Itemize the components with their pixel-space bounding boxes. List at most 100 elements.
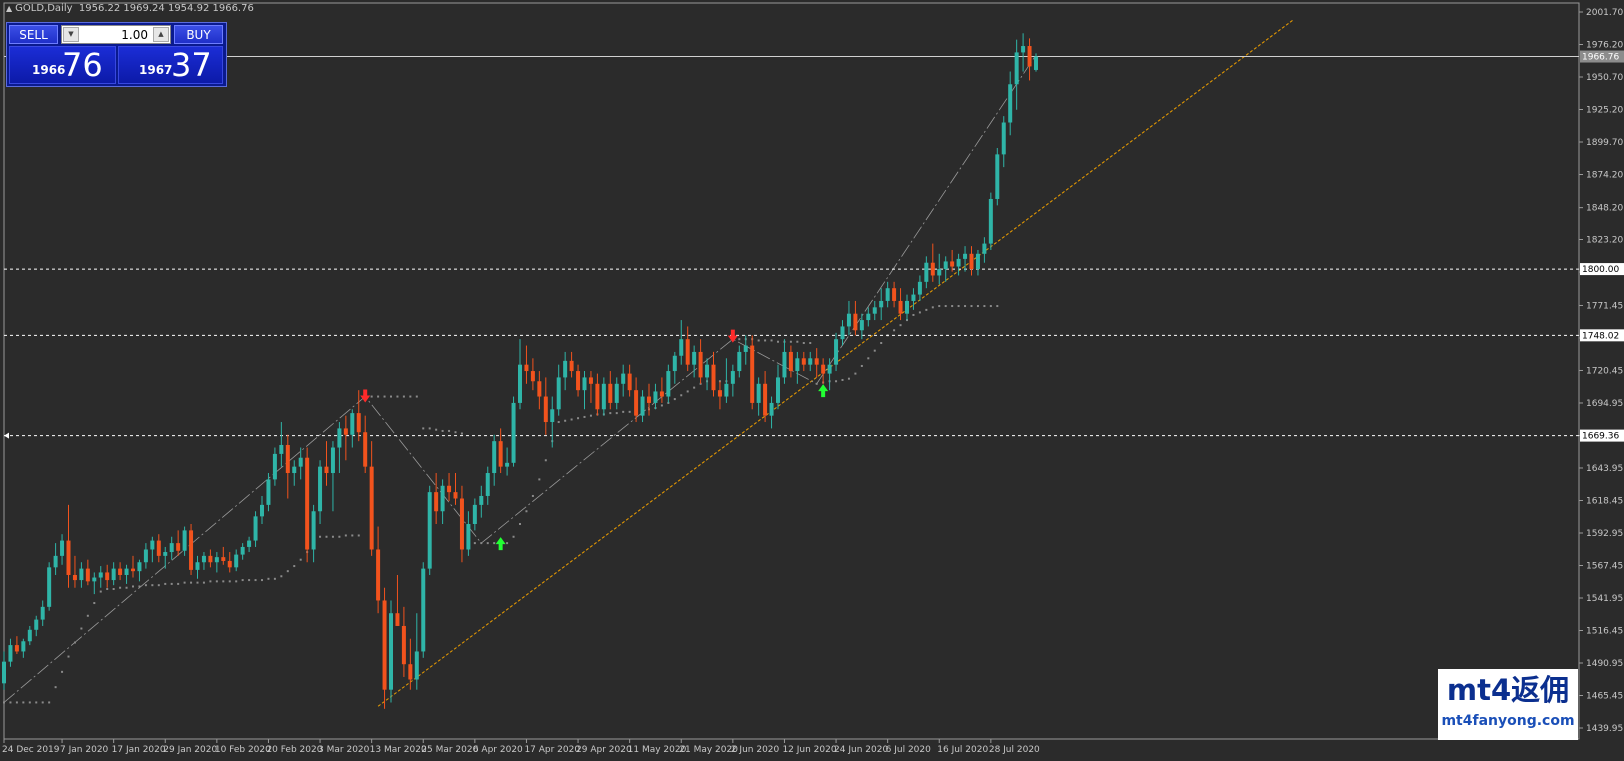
x-tick-label: 6 Apr 2020 [473,745,523,755]
psar-dot [267,577,270,580]
candle-body [1001,122,1006,155]
psar-dot [628,410,631,413]
candle-body [247,540,252,547]
psar-dot [757,339,760,342]
candle-body [292,466,297,474]
candle-body [853,313,858,331]
lot-decrease-icon[interactable]: ▼ [63,27,79,42]
candle-body [221,557,226,561]
psar-dot [557,421,560,424]
sell-price-box[interactable]: 1966 76 [9,46,116,84]
candle-body [679,339,684,356]
psar-dot [325,535,328,538]
psar-dot [80,627,83,630]
psar-dot [796,340,799,343]
candle-body [524,364,529,372]
candle-body [324,466,329,474]
x-tick-label: 12 Jun 2020 [782,745,836,755]
candle-body [60,540,65,556]
collapse-triangle-icon[interactable]: ▲ [6,4,13,13]
psar-dot [428,427,431,430]
buy-price-pips: 37 [171,46,212,84]
buy-price-box[interactable]: 1967 37 [118,46,223,84]
candle-body [750,345,755,403]
psar-dot [164,582,167,585]
lot-size-input[interactable] [82,27,148,42]
candle-body [318,466,323,512]
x-tick-label: 2 Jun 2020 [731,745,780,755]
psar-dot [577,417,580,420]
x-tick-label: 24 Jun 2020 [834,745,888,755]
ohlc-values: 1956.22 1969.24 1954.92 1966.76 [78,3,254,14]
psar-dot [331,535,334,538]
candle-body [905,300,909,314]
buy-button[interactable]: BUY [174,25,223,44]
psar-dot [422,427,425,430]
candle-body [621,373,626,384]
candle-body [163,552,168,556]
candle-body [376,549,381,601]
psar-dot [202,581,205,584]
candle-body [711,364,716,391]
psar-dot [693,386,696,389]
candle-body [47,567,52,607]
candle-body [956,258,961,267]
psar-dot [480,542,483,545]
candle-body [343,428,348,435]
psar-dot [931,306,934,309]
psar-dot [99,590,102,593]
psar-dot [564,419,567,422]
candle-body [447,485,452,493]
down-arrow-icon [727,329,738,343]
psar-dot [609,412,612,415]
psar-dot [41,701,44,704]
candle-body [21,641,26,652]
candle-body [389,613,393,690]
psar-dot [35,701,38,704]
psar-dot [686,390,689,393]
y-tick-label: 1950.70 [1586,73,1623,83]
x-tick-label: 11 May 2020 [628,745,687,755]
x-tick-label: 29 Jan 2020 [163,745,217,755]
candle-body [466,524,471,550]
psar-dot [544,459,547,462]
psar-dot [54,686,57,689]
psar-dot [48,701,51,704]
psar-dot [951,305,954,308]
y-tick-label: 1439.95 [1586,724,1623,734]
x-tick-label: 17 Apr 2020 [524,745,580,755]
psar-dot [841,378,844,381]
candle-body [337,428,342,448]
candle-body [485,473,490,496]
sell-button[interactable]: SELL [9,25,58,44]
psar-dot [680,394,683,397]
candle-body [698,351,703,378]
candle-body [8,645,13,662]
psar-dot [441,429,444,432]
y-tick-label: 1465.45 [1586,691,1623,701]
candle-body [305,457,310,550]
one-click-trade-panel: SELL ▼ ▲ BUY 1966 76 1967 37 [6,22,227,87]
x-tick-label: 13 Mar 2020 [370,745,427,755]
psar-dot [106,588,109,591]
psar-dot [583,415,586,418]
psar-dot [261,579,263,582]
candle-body [937,269,942,276]
lot-increase-icon[interactable]: ▲ [153,27,169,42]
candle-body [543,396,548,423]
candle-body [279,444,284,454]
psar-dot [976,305,979,308]
psar-dot [996,305,999,308]
candle-body [2,661,6,684]
psar-dot [925,308,928,311]
candle-body [950,261,955,267]
candle-body [943,261,948,270]
candle-body [227,560,232,568]
candle-body [982,243,987,254]
candle-body [1014,52,1019,85]
candle-body [421,568,426,652]
candle-body [472,504,477,525]
psar-dot [67,655,70,658]
